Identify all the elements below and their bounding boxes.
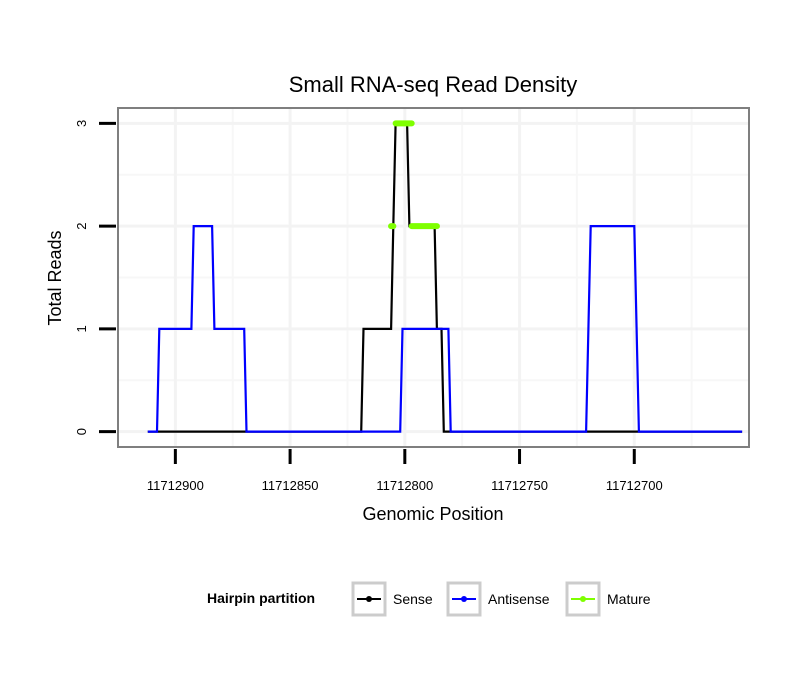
grid-minor: [117, 108, 749, 447]
legend-label-mature: Mature: [607, 591, 651, 607]
legend: Hairpin partition Sense Antisense Mature: [207, 581, 651, 617]
legend-label-antisense: Antisense: [488, 591, 550, 607]
y-tick-label: 1: [74, 325, 89, 332]
x-tick-label: 11712750: [491, 478, 548, 493]
legend-label-sense: Sense: [393, 591, 433, 607]
legend-item-mature: Mature: [565, 581, 651, 617]
x-axis: 11712900 11712850 11712800 11712750 11712700: [147, 449, 663, 493]
legend-key-point: [461, 596, 467, 602]
x-tick-label: 11712800: [376, 478, 433, 493]
y-axis: 0 1 2 3: [74, 120, 116, 435]
x-tick-label: 11712900: [147, 478, 204, 493]
x-axis-title: Genomic Position: [362, 504, 503, 524]
chart-title: Small RNA-seq Read Density: [289, 72, 578, 97]
plot-border: [117, 107, 750, 448]
series-layer: [147, 120, 743, 433]
legend-item-sense: Sense: [351, 581, 433, 617]
legend-key-point: [580, 596, 586, 602]
x-tick-label: 11712850: [262, 478, 319, 493]
legend-item-antisense: Antisense: [446, 581, 550, 617]
y-tick-label: 3: [74, 120, 89, 127]
y-tick-label: 2: [74, 223, 89, 230]
plot-panel: [117, 107, 750, 448]
legend-key-point: [366, 596, 372, 602]
y-axis-title: Total Reads: [45, 230, 65, 325]
legend-title: Hairpin partition: [207, 590, 315, 606]
x-tick-label: 11712700: [606, 478, 663, 493]
y-tick-label: 0: [74, 428, 89, 435]
series-line-antisense: [147, 225, 743, 433]
